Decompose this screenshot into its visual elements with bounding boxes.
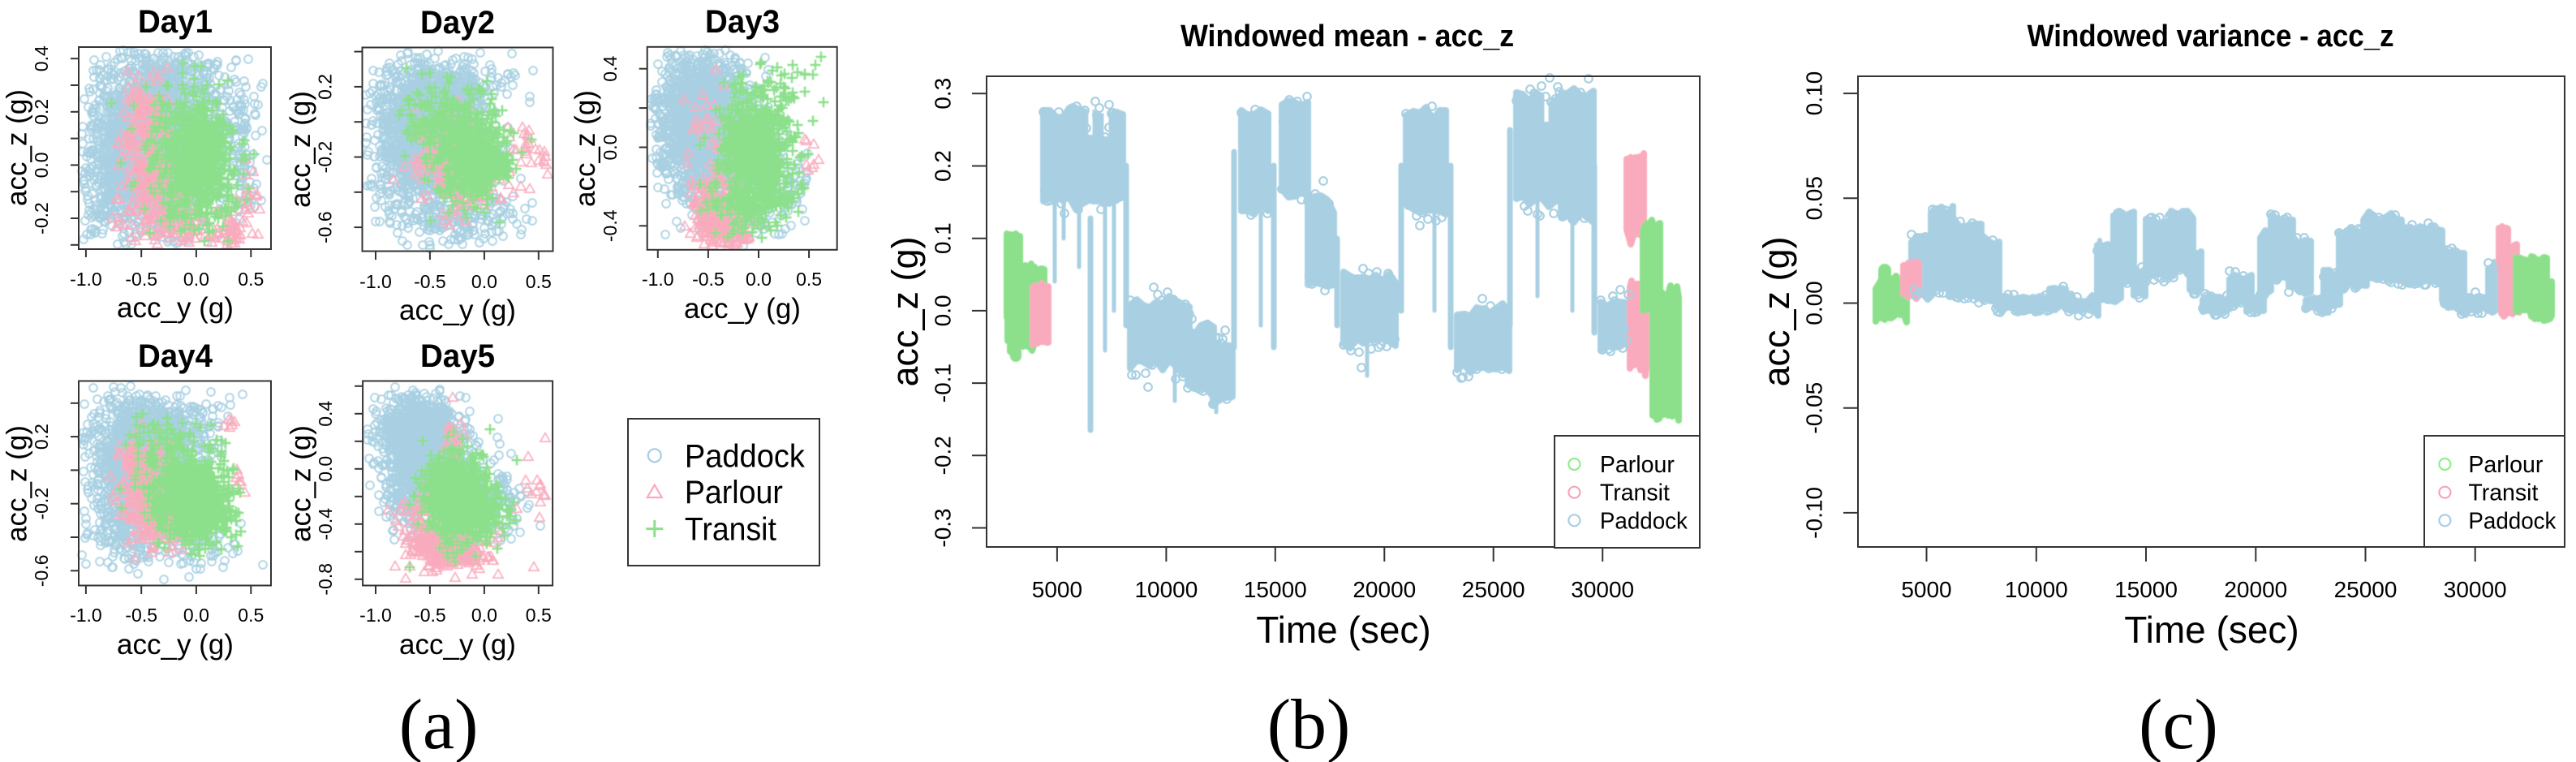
svg-text:20000: 20000: [2224, 577, 2287, 602]
svg-text:0.5: 0.5: [238, 269, 264, 290]
svg-text:acc_y (g): acc_y (g): [399, 295, 516, 326]
svg-text:-0.5: -0.5: [692, 269, 725, 290]
svg-text:-1.0: -1.0: [642, 269, 674, 290]
svg-text:0.5: 0.5: [796, 269, 822, 290]
svg-text:0.3: 0.3: [930, 78, 955, 110]
svg-text:-0.4: -0.4: [600, 209, 621, 242]
svg-text:acc_y (g): acc_y (g): [117, 292, 234, 324]
svg-text:0.0: 0.0: [183, 605, 209, 626]
svg-text:-0.2: -0.2: [315, 141, 336, 174]
svg-text:Windowed variance - acc_z: Windowed variance - acc_z: [2028, 19, 2394, 54]
svg-text:0.2: 0.2: [930, 150, 955, 182]
svg-text:acc_z (g): acc_z (g): [285, 425, 316, 542]
svg-text:(a): (a): [399, 686, 479, 762]
svg-text:-0.3: -0.3: [930, 508, 955, 547]
svg-text:Day4: Day4: [138, 338, 213, 374]
svg-text:0.00: 0.00: [1801, 281, 1826, 325]
svg-text:-0.6: -0.6: [315, 211, 336, 243]
svg-text:0.5: 0.5: [238, 605, 264, 626]
svg-text:(b): (b): [1267, 686, 1351, 762]
svg-text:(c): (c): [2139, 686, 2218, 762]
svg-text:Day3: Day3: [705, 4, 780, 40]
svg-text:acc_z (g): acc_z (g): [1, 89, 32, 206]
svg-text:Day2: Day2: [420, 5, 495, 41]
svg-text:Paddock: Paddock: [2468, 508, 2556, 534]
svg-text:acc_y (g): acc_y (g): [684, 293, 801, 325]
svg-text:-1.0: -1.0: [70, 605, 102, 626]
svg-text:-0.8: -0.8: [315, 563, 336, 596]
svg-text:-0.6: -0.6: [31, 554, 52, 587]
svg-text:Transit: Transit: [685, 512, 776, 548]
svg-text:-1.0: -1.0: [359, 271, 392, 292]
svg-text:acc_z (g): acc_z (g): [1756, 236, 1797, 386]
svg-text:acc_z (g): acc_z (g): [570, 90, 601, 207]
svg-text:Paddock: Paddock: [685, 438, 806, 474]
svg-text:-0.1: -0.1: [930, 364, 955, 403]
svg-text:0.0: 0.0: [315, 456, 336, 482]
svg-text:-0.05: -0.05: [1801, 382, 1826, 434]
svg-text:25000: 25000: [2334, 577, 2398, 602]
svg-text:0.2: 0.2: [31, 99, 52, 125]
svg-text:-0.5: -0.5: [414, 605, 446, 626]
svg-text:-0.5: -0.5: [125, 269, 157, 290]
svg-text:0.4: 0.4: [31, 45, 52, 71]
svg-text:0.10: 0.10: [1801, 71, 1826, 116]
svg-text:25000: 25000: [1462, 577, 1525, 602]
svg-text:10000: 10000: [1134, 577, 1198, 602]
svg-text:0.0: 0.0: [183, 269, 209, 290]
svg-text:acc_z (g): acc_z (g): [884, 236, 926, 386]
svg-text:0.5: 0.5: [526, 271, 552, 292]
svg-text:0.0: 0.0: [471, 605, 497, 626]
svg-text:Time (sec): Time (sec): [2124, 609, 2299, 651]
svg-text:30000: 30000: [2444, 577, 2507, 602]
svg-text:Day5: Day5: [420, 338, 495, 374]
svg-text:Time (sec): Time (sec): [1256, 609, 1431, 651]
svg-text:acc_z (g): acc_z (g): [1, 425, 32, 542]
svg-text:30000: 30000: [1571, 577, 1634, 602]
svg-text:0.2: 0.2: [31, 424, 52, 450]
svg-text:0.1: 0.1: [930, 222, 955, 254]
svg-text:-0.2: -0.2: [930, 436, 955, 475]
svg-text:-0.5: -0.5: [414, 271, 446, 292]
svg-text:0.0: 0.0: [471, 271, 497, 292]
svg-text:0.5: 0.5: [526, 605, 552, 626]
svg-text:0.4: 0.4: [315, 401, 336, 427]
svg-text:5000: 5000: [1901, 577, 1951, 602]
svg-text:15000: 15000: [2114, 577, 2178, 602]
svg-text:-0.10: -0.10: [1801, 487, 1826, 539]
svg-text:Transit: Transit: [2468, 480, 2538, 506]
svg-text:20000: 20000: [1353, 577, 1416, 602]
svg-text:Transit: Transit: [1600, 480, 1670, 506]
svg-text:Parlour: Parlour: [2468, 452, 2543, 478]
svg-text:0.0: 0.0: [600, 135, 621, 161]
svg-text:-0.2: -0.2: [31, 488, 52, 520]
svg-text:Parlour: Parlour: [1600, 452, 1675, 478]
svg-text:-0.4: -0.4: [315, 508, 336, 540]
svg-text:0.0: 0.0: [746, 269, 772, 290]
svg-text:acc_z (g): acc_z (g): [285, 91, 316, 208]
svg-text:acc_y (g): acc_y (g): [117, 629, 234, 661]
svg-text:10000: 10000: [2005, 577, 2068, 602]
svg-text:0.2: 0.2: [315, 74, 336, 100]
svg-text:Paddock: Paddock: [1600, 508, 1688, 534]
svg-text:15000: 15000: [1244, 577, 1307, 602]
svg-text:-0.2: -0.2: [31, 202, 52, 235]
svg-text:0.0: 0.0: [930, 295, 955, 326]
svg-text:Day1: Day1: [138, 4, 213, 40]
svg-text:0.0: 0.0: [31, 152, 52, 178]
svg-text:0.4: 0.4: [600, 56, 621, 82]
svg-text:Windowed mean - acc_z: Windowed mean - acc_z: [1180, 19, 1514, 54]
svg-text:-1.0: -1.0: [70, 269, 102, 290]
svg-text:0.05: 0.05: [1801, 176, 1826, 220]
svg-text:acc_y (g): acc_y (g): [399, 629, 516, 661]
svg-text:5000: 5000: [1032, 577, 1082, 602]
svg-text:Parlour: Parlour: [685, 475, 783, 510]
svg-text:-1.0: -1.0: [359, 605, 392, 626]
svg-text:-0.5: -0.5: [125, 605, 157, 626]
